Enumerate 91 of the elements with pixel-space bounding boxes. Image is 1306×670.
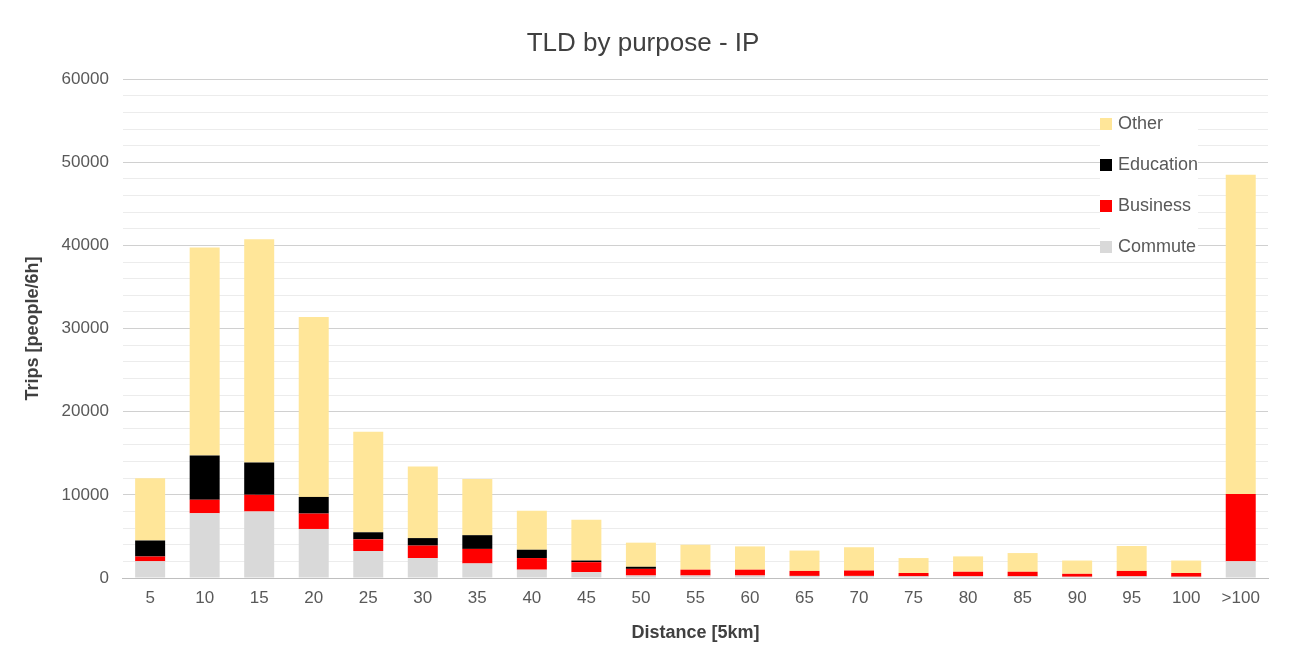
- x-tick-label: 40: [522, 587, 542, 607]
- legend-label: Business: [1117, 195, 1191, 216]
- x-tick-label: 50: [631, 587, 651, 607]
- bar: [135, 561, 166, 578]
- bar: [462, 548, 493, 564]
- y-tick-label: 20000: [61, 401, 109, 421]
- bar: [1171, 560, 1202, 574]
- x-tick-label: 75: [904, 587, 924, 607]
- y-tick-label: 0: [99, 567, 109, 587]
- bar: [135, 540, 166, 557]
- bar: [135, 478, 166, 541]
- bar: [734, 569, 765, 576]
- x-tick-label: 5: [145, 587, 155, 607]
- bar: [571, 519, 602, 561]
- bar: [298, 513, 329, 529]
- bar: [189, 247, 220, 456]
- bar: [407, 558, 438, 578]
- bar: [189, 455, 220, 500]
- x-tick-label: 55: [685, 587, 705, 607]
- bar: [407, 538, 438, 546]
- y-tick-label: 40000: [61, 235, 109, 255]
- x-tick-label: 45: [576, 587, 596, 607]
- bar: [625, 568, 656, 576]
- bar: [1116, 545, 1147, 571]
- x-tick-label: 10: [195, 587, 215, 607]
- bar: [462, 479, 493, 536]
- bar: [353, 431, 384, 533]
- bar: [462, 535, 493, 549]
- bar: [625, 542, 656, 567]
- x-tick-label: 35: [467, 587, 487, 607]
- bar: [244, 239, 275, 463]
- bar: [516, 510, 547, 550]
- bar: [353, 550, 384, 578]
- y-axis-title: Trips [people/6h]: [21, 256, 42, 401]
- x-tick-label: 90: [1067, 587, 1087, 607]
- bar: [680, 544, 711, 570]
- bar: [1116, 570, 1147, 577]
- bar: [244, 511, 275, 578]
- x-tick-label: 85: [1013, 587, 1033, 607]
- bar: [1007, 553, 1038, 572]
- x-tick-label: 100: [1172, 587, 1201, 607]
- bar: [298, 316, 329, 497]
- y-tick-label: 60000: [61, 68, 109, 88]
- x-tick-label: 30: [413, 587, 433, 607]
- x-tick-label: 65: [795, 587, 814, 607]
- legend-label: Education: [1117, 154, 1198, 175]
- x-tick-label: 95: [1122, 587, 1142, 607]
- y-tick-label: 30000: [61, 318, 109, 338]
- bar: [1225, 561, 1256, 578]
- bar: [1225, 174, 1256, 495]
- y-tick-label: 10000: [61, 484, 109, 504]
- bar: [789, 550, 820, 571]
- x-tick-label: 25: [358, 587, 378, 607]
- x-tick-label: 60: [740, 587, 760, 607]
- bar: [1225, 494, 1256, 562]
- x-tick-label: >100: [1221, 587, 1260, 607]
- bar: [789, 570, 820, 576]
- y-tick-label: 50000: [61, 152, 109, 172]
- bar: [1062, 560, 1093, 574]
- x-tick-label: 70: [849, 587, 869, 607]
- legend-label: Other: [1117, 113, 1163, 134]
- x-tick-label: 20: [304, 587, 324, 607]
- bar: [516, 549, 547, 559]
- bar: [734, 546, 765, 570]
- bar: [898, 558, 929, 574]
- x-tick-label: 15: [249, 587, 269, 607]
- bar: [844, 547, 875, 571]
- x-tick-label: 80: [958, 587, 978, 607]
- bar: [680, 569, 711, 576]
- x-axis-title: Distance [5km]: [631, 622, 760, 643]
- bar: [516, 569, 547, 578]
- bar: [844, 570, 875, 576]
- chart-title: TLD by purpose - IP: [526, 26, 760, 57]
- bar: [298, 528, 329, 578]
- bar: [407, 545, 438, 559]
- bar: [516, 558, 547, 570]
- legend-label: Commute: [1117, 236, 1196, 257]
- bar: [625, 566, 656, 569]
- bar: [462, 563, 493, 578]
- bar: [353, 532, 384, 540]
- bar: [244, 494, 275, 512]
- bar: [298, 496, 329, 514]
- bar: [571, 562, 602, 573]
- bar: [244, 462, 275, 495]
- bar: [189, 499, 220, 514]
- bar: [571, 572, 602, 578]
- bar: [407, 466, 438, 539]
- bar: [953, 556, 984, 572]
- bar: [189, 513, 220, 578]
- bar: [353, 539, 384, 551]
- bar: [135, 556, 166, 562]
